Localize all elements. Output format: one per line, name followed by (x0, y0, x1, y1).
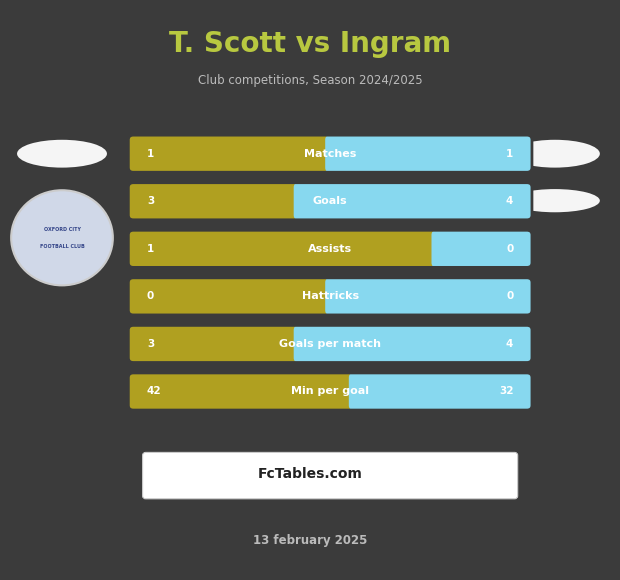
FancyBboxPatch shape (128, 135, 532, 172)
Text: FcTables.com: FcTables.com (257, 467, 363, 481)
FancyBboxPatch shape (325, 278, 532, 315)
Ellipse shape (510, 140, 600, 168)
Text: Goals per match: Goals per match (279, 339, 381, 349)
Text: Hattricks: Hattricks (301, 291, 359, 302)
FancyBboxPatch shape (349, 373, 532, 410)
Text: 42: 42 (147, 386, 162, 397)
Ellipse shape (17, 140, 107, 168)
Text: Goals: Goals (313, 196, 347, 206)
Text: OXFORD CITY: OXFORD CITY (43, 227, 81, 231)
FancyBboxPatch shape (128, 278, 532, 315)
Bar (299, 187, 333, 215)
Text: Club competitions, Season 2024/2025: Club competitions, Season 2024/2025 (198, 74, 422, 86)
Text: 0: 0 (506, 291, 513, 302)
Text: Matches: Matches (304, 148, 356, 159)
Text: 4: 4 (506, 339, 513, 349)
FancyBboxPatch shape (128, 325, 532, 362)
Circle shape (11, 190, 113, 285)
Text: 13 february 2025: 13 february 2025 (253, 534, 367, 547)
FancyBboxPatch shape (325, 135, 532, 172)
FancyBboxPatch shape (294, 325, 532, 362)
Text: 3: 3 (147, 196, 154, 206)
FancyBboxPatch shape (432, 230, 532, 267)
Bar (299, 330, 333, 358)
FancyBboxPatch shape (128, 230, 532, 267)
Text: 1: 1 (506, 148, 513, 159)
Text: 32: 32 (499, 386, 513, 397)
FancyBboxPatch shape (128, 183, 532, 220)
FancyBboxPatch shape (128, 373, 532, 410)
Text: Min per goal: Min per goal (291, 386, 369, 397)
FancyBboxPatch shape (294, 183, 532, 220)
Text: 3: 3 (147, 339, 154, 349)
Text: 0: 0 (506, 244, 513, 254)
Text: 0: 0 (147, 291, 154, 302)
Text: 1: 1 (147, 148, 154, 159)
Bar (354, 378, 380, 405)
Text: Assists: Assists (308, 244, 352, 254)
Bar (436, 235, 450, 263)
Text: FOOTBALL CLUB: FOOTBALL CLUB (40, 244, 84, 249)
Text: 1: 1 (147, 244, 154, 254)
Text: 4: 4 (506, 196, 513, 206)
Bar (330, 282, 360, 310)
Bar (330, 140, 360, 168)
Text: T. Scott vs Ingram: T. Scott vs Ingram (169, 30, 451, 57)
Ellipse shape (510, 189, 600, 212)
FancyBboxPatch shape (143, 452, 518, 499)
